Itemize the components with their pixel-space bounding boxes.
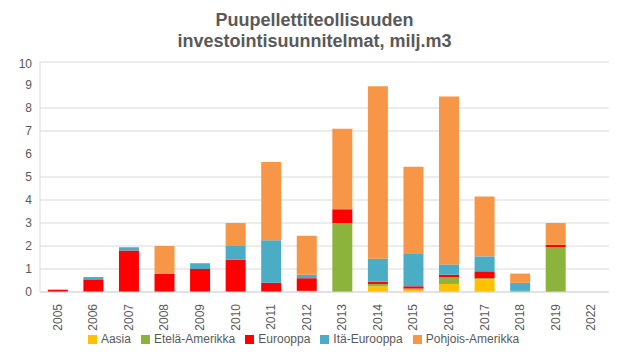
html-text:Itä-Eurooppa: Itä-Eurooppa bbox=[333, 332, 403, 346]
svg-text:2009: 2009 bbox=[193, 304, 207, 331]
svg-text:1: 1 bbox=[25, 262, 32, 276]
svg-text:2017: 2017 bbox=[478, 304, 492, 331]
svg-text:6: 6 bbox=[25, 147, 32, 161]
svg-text:10: 10 bbox=[19, 57, 33, 71]
html-text:Aasia: Aasia bbox=[100, 332, 131, 346]
svg-text:2010: 2010 bbox=[229, 304, 243, 331]
svg-text:2005: 2005 bbox=[51, 304, 65, 331]
svg-text:3: 3 bbox=[25, 216, 32, 230]
svg-text:2015: 2015 bbox=[406, 304, 420, 331]
svg-text:2016: 2016 bbox=[442, 304, 456, 331]
svg-text:2006: 2006 bbox=[86, 304, 100, 331]
svg-text:2014: 2014 bbox=[371, 304, 385, 331]
svg-text:2013: 2013 bbox=[335, 304, 349, 331]
html-text:Pohjois-Amerikka: Pohjois-Amerikka bbox=[425, 332, 520, 346]
svg-text:4: 4 bbox=[25, 193, 32, 207]
svg-text:2007: 2007 bbox=[122, 304, 136, 331]
svg-text:7: 7 bbox=[25, 124, 32, 138]
svg-text:0: 0 bbox=[25, 285, 32, 299]
svg-text:8: 8 bbox=[25, 101, 32, 115]
svg-text:2018: 2018 bbox=[513, 304, 527, 331]
html-text:Puupellettiteollisuuden invest: Puupellettiteollisuuden investointisuunn… bbox=[177, 10, 452, 51]
svg-text:2008: 2008 bbox=[157, 304, 171, 331]
svg-text:2019: 2019 bbox=[549, 304, 563, 331]
svg-text:2012: 2012 bbox=[300, 304, 314, 331]
svg-text:9: 9 bbox=[25, 78, 32, 92]
html-text:Eurooppa: Eurooppa bbox=[258, 332, 311, 346]
svg-text:2: 2 bbox=[25, 239, 32, 253]
svg-text:2011: 2011 bbox=[264, 304, 278, 330]
html-text:Etelä-Amerikka: Etelä-Amerikka bbox=[153, 332, 236, 346]
svg-text:2022: 2022 bbox=[584, 304, 598, 331]
svg-text:5: 5 bbox=[25, 170, 32, 184]
